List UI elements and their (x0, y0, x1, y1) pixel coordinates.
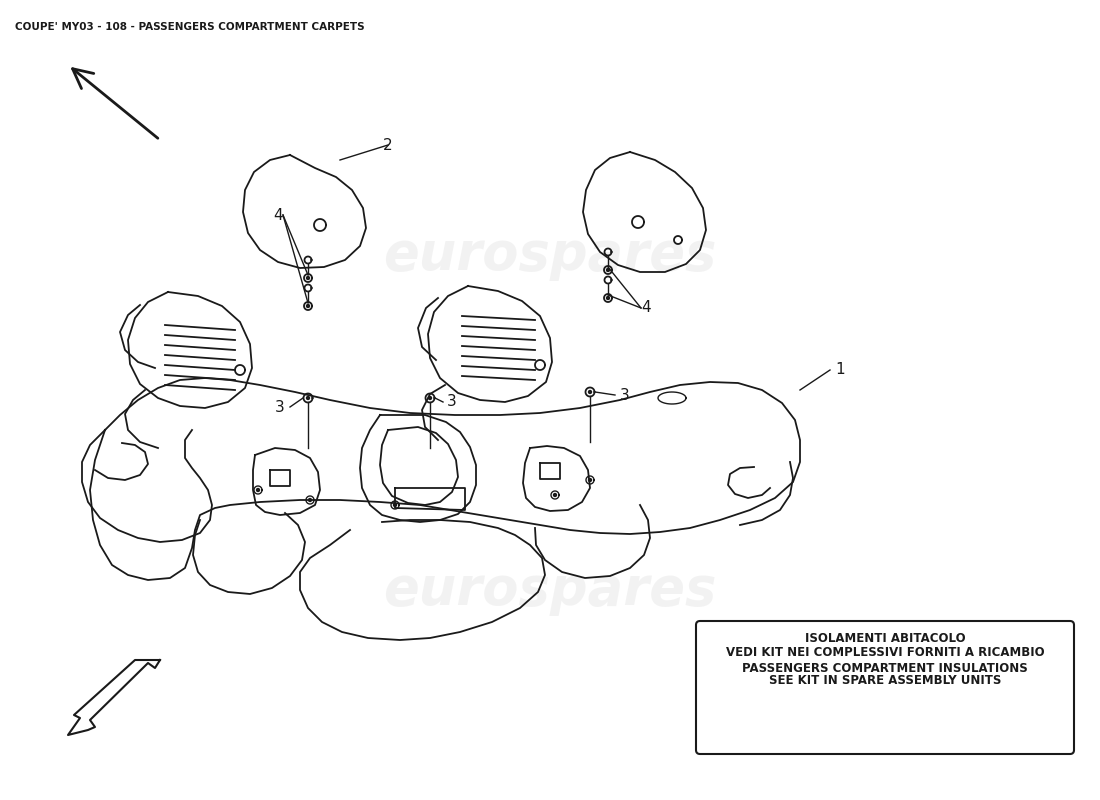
Text: COUPE' MY03 - 108 - PASSENGERS COMPARTMENT CARPETS: COUPE' MY03 - 108 - PASSENGERS COMPARTME… (15, 22, 364, 32)
Text: eurospares: eurospares (383, 229, 717, 281)
Polygon shape (429, 397, 431, 399)
Polygon shape (588, 390, 592, 394)
Text: 3: 3 (620, 387, 630, 402)
Polygon shape (588, 478, 592, 482)
Text: 3: 3 (275, 399, 285, 414)
Text: eurospares: eurospares (383, 564, 717, 616)
Text: 4: 4 (273, 207, 283, 222)
FancyBboxPatch shape (696, 621, 1074, 754)
Polygon shape (307, 305, 309, 307)
Polygon shape (307, 277, 309, 279)
Polygon shape (256, 489, 260, 491)
Polygon shape (68, 660, 160, 735)
Text: 4: 4 (641, 301, 651, 315)
Polygon shape (307, 397, 309, 399)
Text: 1: 1 (835, 362, 845, 378)
Text: VEDI KIT NEI COMPLESSIVI FORNITI A RICAMBIO: VEDI KIT NEI COMPLESSIVI FORNITI A RICAM… (726, 646, 1044, 658)
Polygon shape (308, 498, 311, 502)
Polygon shape (553, 494, 557, 497)
Text: PASSENGERS COMPARTMENT INSULATIONS: PASSENGERS COMPARTMENT INSULATIONS (742, 662, 1027, 674)
Text: 2: 2 (383, 138, 393, 153)
Text: 3: 3 (447, 394, 456, 410)
Text: SEE KIT IN SPARE ASSEMBLY UNITS: SEE KIT IN SPARE ASSEMBLY UNITS (769, 674, 1001, 686)
Polygon shape (606, 269, 609, 271)
Text: ISOLAMENTI ABITACOLO: ISOLAMENTI ABITACOLO (805, 633, 966, 646)
Polygon shape (606, 297, 609, 299)
Polygon shape (394, 503, 396, 506)
